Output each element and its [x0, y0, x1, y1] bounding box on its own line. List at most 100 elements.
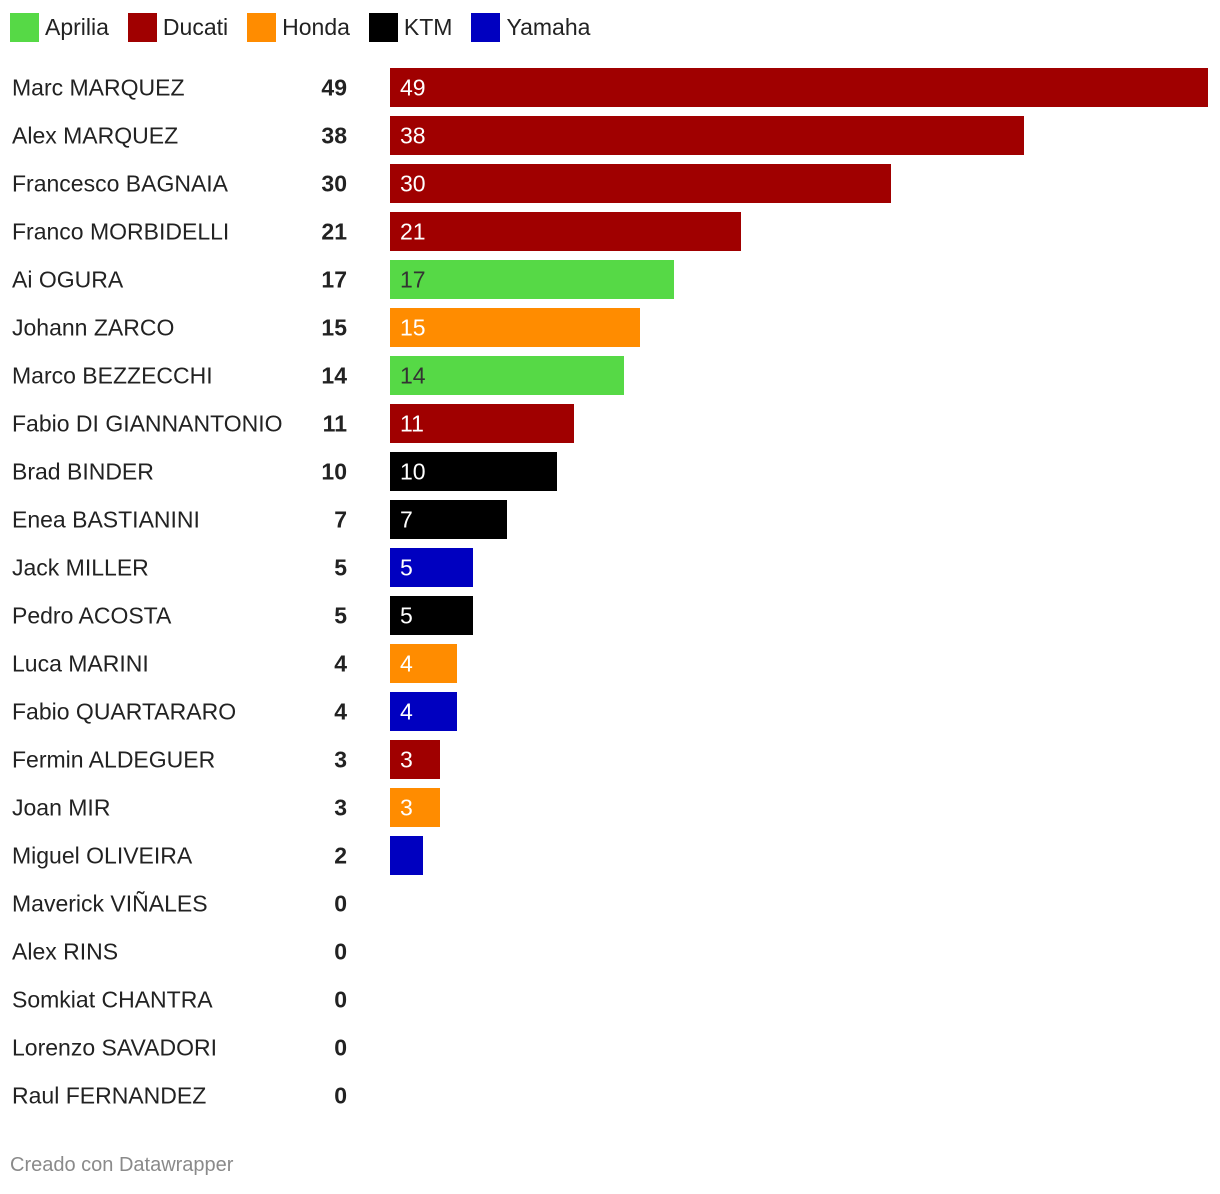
- points-value-label: 14: [321, 363, 347, 389]
- bar-value-label: 3: [400, 747, 413, 773]
- rider-name-label: Alex RINS: [12, 939, 118, 965]
- points-value-label: 0: [334, 939, 347, 965]
- rider-name-label: Johann ZARCO: [12, 315, 174, 341]
- bar: [390, 500, 507, 539]
- footer-credit[interactable]: Creado con Datawrapper: [10, 1154, 234, 1176]
- bar-value-label: 4: [400, 651, 413, 677]
- bar-value-label: 11: [400, 411, 424, 437]
- points-value-label: 21: [321, 219, 347, 245]
- points-value-label: 4: [334, 699, 347, 725]
- bar: [390, 164, 891, 203]
- bar: [390, 308, 640, 347]
- points-value-label: 3: [334, 747, 347, 773]
- bar-row: Johann ZARCO 15 15: [12, 308, 640, 347]
- bar-row: Marc MARQUEZ 49 49: [12, 68, 1208, 107]
- rider-name-label: Miguel OLIVEIRA: [12, 843, 193, 869]
- rider-name-label: Jack MILLER: [12, 555, 149, 581]
- rider-name-label: Marc MARQUEZ: [12, 75, 185, 101]
- bar-chart: Marc MARQUEZ 49 49 Alex MARQUEZ 38 38 Francesc…: [12, 68, 1208, 1109]
- bar: [390, 356, 624, 395]
- legend-label: KTM: [403, 13, 453, 40]
- bar: [390, 260, 674, 299]
- bar-row: Fabio DI GIANNANTONIO 11 11: [12, 404, 574, 443]
- points-value-label: 4: [334, 651, 347, 677]
- legend-swatch: [127, 12, 157, 42]
- bar: [390, 404, 574, 443]
- bar-row: Ai OGURA 17 17: [12, 260, 674, 299]
- bar-value-label: 17: [400, 267, 426, 293]
- bar-value-label: 38: [400, 123, 426, 149]
- rider-name-label: Marco BEZZECCHI: [12, 363, 213, 389]
- points-value-label: 2: [334, 843, 347, 869]
- bar-row: Miguel OLIVEIRA 2: [12, 836, 423, 875]
- legend-label: Yamaha: [506, 13, 591, 40]
- bar: [390, 116, 1024, 155]
- rider-name-label: Maverick VIÑALES: [12, 891, 208, 917]
- points-value-label: 15: [321, 315, 347, 341]
- rider-name-label: Franco MORBIDELLI: [12, 219, 229, 245]
- legend-swatch: [10, 12, 39, 42]
- points-value-label: 7: [334, 507, 347, 533]
- bar-row: Marco BEZZECCHI 14 14: [12, 356, 624, 395]
- bar: [390, 740, 440, 779]
- bar-row: Raul FERNANDEZ 0: [12, 1083, 347, 1109]
- bar: [390, 452, 557, 491]
- bar: [390, 212, 741, 251]
- bar-value-label: 3: [400, 795, 413, 821]
- bar-row: Joan MIR 3 3: [12, 788, 440, 827]
- bar: [390, 548, 473, 587]
- points-value-label: 0: [334, 987, 347, 1013]
- points-value-label: 11: [323, 411, 348, 437]
- bar: [390, 692, 457, 731]
- points-value-label: 38: [321, 123, 347, 149]
- bar-row: Fermin ALDEGUER 3 3: [12, 740, 440, 779]
- rider-name-label: Fabio QUARTARARO: [12, 699, 236, 725]
- bar-row: Francesco BAGNAIA 30 30: [12, 164, 891, 203]
- bar-value-label: 30: [400, 171, 426, 197]
- legend: Aprilia Ducati Honda KTM Yamaha: [10, 12, 609, 42]
- bar: [390, 836, 423, 875]
- bar-value-label: 15: [400, 315, 426, 341]
- legend-item-ktm: KTM: [368, 12, 453, 42]
- bar-value-label: 49: [400, 75, 426, 101]
- rider-name-label: Brad BINDER: [12, 459, 154, 485]
- bar-row: Luca MARINI 4 4: [12, 644, 457, 683]
- rider-name-label: Francesco BAGNAIA: [12, 171, 229, 197]
- legend-swatch: [368, 12, 398, 42]
- rider-name-label: Lorenzo SAVADORI: [12, 1035, 217, 1061]
- rider-name-label: Joan MIR: [12, 795, 110, 821]
- bar: [390, 644, 457, 683]
- legend-label: Honda: [282, 13, 350, 40]
- bar-row: Pedro ACOSTA 5 5: [12, 596, 473, 635]
- points-value-label: 3: [334, 795, 347, 821]
- rider-name-label: Pedro ACOSTA: [12, 603, 172, 629]
- points-value-label: 10: [321, 459, 347, 485]
- points-value-label: 0: [334, 1083, 347, 1109]
- rider-name-label: Raul FERNANDEZ: [12, 1083, 206, 1109]
- points-value-label: 30: [321, 171, 347, 197]
- rider-name-label: Enea BASTIANINI: [12, 507, 200, 533]
- legend-item-aprilia: Aprilia: [10, 12, 109, 42]
- bar-value-label: 7: [400, 507, 413, 533]
- legend-swatch: [471, 12, 501, 42]
- rider-name-label: Somkiat CHANTRA: [12, 987, 213, 1013]
- bar-row: Maverick VIÑALES 0: [12, 891, 347, 917]
- points-value-label: 17: [321, 267, 347, 293]
- rider-name-label: Fabio DI GIANNANTONIO: [12, 411, 283, 437]
- rider-name-label: Luca MARINI: [12, 651, 149, 677]
- bar-row: Alex RINS 0: [12, 939, 347, 965]
- bar-value-label: 21: [400, 219, 426, 245]
- legend-item-ducati: Ducati: [127, 12, 229, 42]
- points-value-label: 49: [321, 75, 347, 101]
- bar-row: Alex MARQUEZ 38 38: [12, 116, 1024, 155]
- bar: [390, 596, 473, 635]
- bar-value-label: 10: [400, 459, 426, 485]
- bar-row: Fabio QUARTARARO 4 4: [12, 692, 457, 731]
- rider-name-label: Ai OGURA: [12, 267, 124, 293]
- legend-label: Ducati: [162, 13, 229, 40]
- bar-row: Jack MILLER 5 5: [12, 548, 473, 587]
- points-value-label: 0: [334, 1035, 347, 1061]
- rider-name-label: Fermin ALDEGUER: [12, 747, 215, 773]
- bar-row: Enea BASTIANINI 7 7: [12, 500, 507, 539]
- points-value-label: 5: [334, 603, 347, 629]
